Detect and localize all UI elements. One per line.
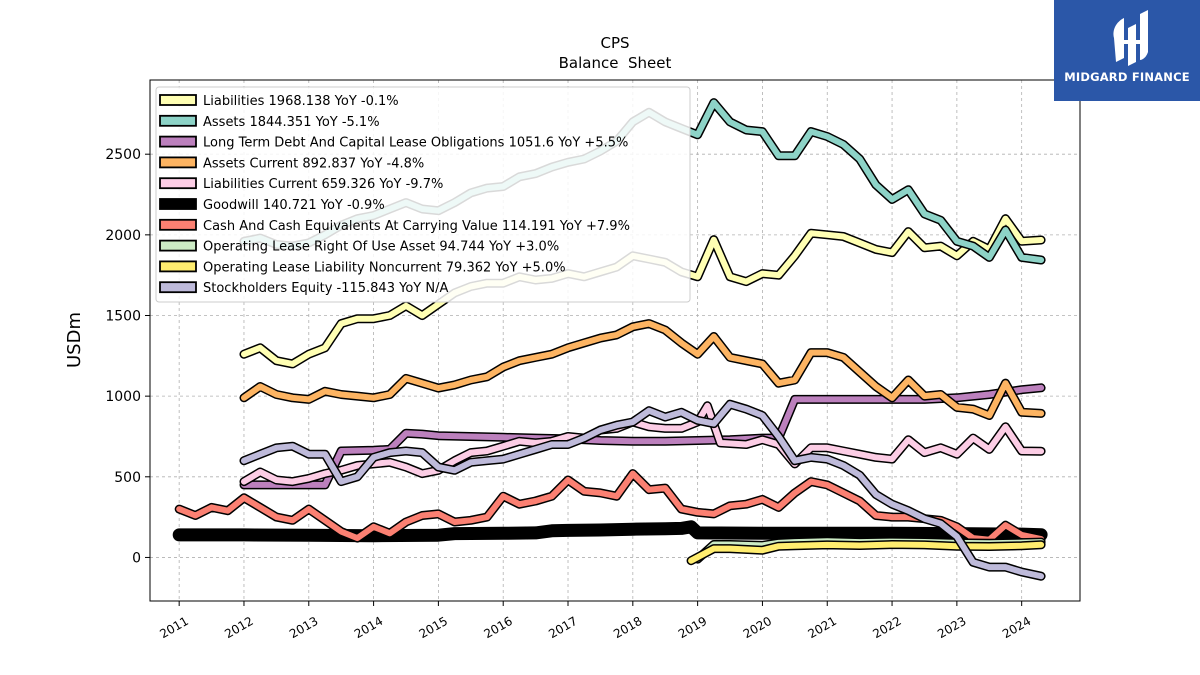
legend-label: Liabilities Current 659.326 YoY -9.7% <box>203 177 443 192</box>
plot-frame <box>149 79 1081 602</box>
legend-label: Goodwill 140.721 YoY -0.9% <box>203 198 385 213</box>
x-tick-label: 2022 <box>870 614 903 641</box>
legend-label: Assets Current 892.837 YoY -4.8% <box>203 156 424 171</box>
series-line-10 <box>241 401 1045 580</box>
x-tick-label: 2024 <box>1000 614 1033 641</box>
x-tick-label: 2018 <box>611 614 644 641</box>
legend-label: Cash And Cash Equivalents At Carrying Va… <box>203 219 630 234</box>
chart-title: CPS <box>600 34 629 52</box>
brand-name: MIDGARD FINANCE <box>1064 70 1190 84</box>
legend-swatch <box>159 177 197 190</box>
x-tick-label: 2019 <box>676 614 709 641</box>
x-tick-label: 2017 <box>546 614 579 641</box>
legend-swatch <box>159 94 197 106</box>
legend-label: Assets 1844.351 YoY -5.1% <box>203 115 380 130</box>
legend-box <box>155 86 691 303</box>
series-line-6 <box>174 521 1047 541</box>
x-tick-label: 2015 <box>417 614 450 641</box>
legend-label: Long Term Debt And Capital Lease Obligat… <box>203 136 628 151</box>
y-tick-label: 2000 <box>105 228 141 244</box>
legend: Liabilities 1968.138 YoY -0.1% Assets 184… <box>155 86 691 303</box>
legend-swatch <box>159 239 197 252</box>
x-tick-label: 2013 <box>287 614 320 641</box>
x-tick-label: 2014 <box>352 614 385 641</box>
y-axis-label: USDm <box>64 312 85 368</box>
y-tick-label: 1500 <box>105 308 141 324</box>
x-tick-label: 2020 <box>741 614 774 641</box>
legend-label: Operating Lease Right Of Use Asset 94.74… <box>203 240 559 255</box>
legend-swatch <box>159 218 197 231</box>
y-tick-label: 1000 <box>105 389 141 405</box>
legend-swatch <box>159 156 197 169</box>
series-line-9 <box>688 541 1045 564</box>
logo-mark-icon <box>1113 10 1148 66</box>
series-line-3 <box>241 384 1045 488</box>
series-line-outline <box>239 399 1046 581</box>
legend-label: Liabilities 1968.138 YoY -0.1% <box>203 94 399 109</box>
legend-swatch <box>159 198 197 210</box>
x-tick-label: 2016 <box>481 614 514 641</box>
brand-logo: MIDGARD FINANCE <box>1054 0 1200 101</box>
x-tick-label: 2012 <box>222 614 255 641</box>
plot-area <box>172 98 1048 581</box>
series-line-5 <box>241 402 1045 485</box>
x-axis: 2011 2012 2013 2014 2015 2016 2017 2018 2019 2020… <box>157 601 1033 641</box>
legend-swatch <box>159 260 197 273</box>
x-tick-label: 2023 <box>935 614 968 641</box>
x-tick-label: 2021 <box>806 614 839 641</box>
y-tick-label: 0 <box>132 550 141 566</box>
y-tick-label: 2500 <box>105 147 141 163</box>
chart-subtitle: Balance Sheet <box>559 54 672 72</box>
legend-label: Stockholders Equity -115.843 YoY N/A <box>203 281 448 296</box>
series-line-7 <box>176 470 1045 543</box>
y-axis: 0 500 1000 1500 2000 2500 <box>105 147 150 566</box>
y-tick-label: 500 <box>114 470 141 486</box>
x-tick-label: 2011 <box>157 614 190 641</box>
series-line-4 <box>241 320 1045 419</box>
legend-swatch <box>159 135 197 148</box>
legend-swatch <box>159 281 197 294</box>
legend-swatch <box>159 114 197 127</box>
legend-label: Operating Lease Liability Noncurrent 79.… <box>203 260 566 275</box>
